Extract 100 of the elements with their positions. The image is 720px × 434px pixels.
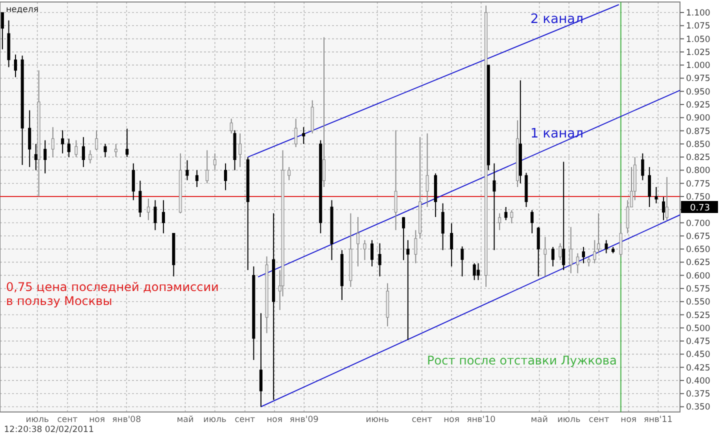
candlestick: [195, 170, 198, 188]
y-tick-label: 0.550: [686, 298, 710, 308]
x-tick-label: ноя: [444, 415, 460, 425]
candlestick: [406, 240, 410, 340]
candlestick: [67, 138, 70, 158]
candlestick: [460, 246, 464, 277]
y-tick-label: 0.475: [686, 337, 710, 348]
candlestick: [126, 128, 129, 158]
candlestick: [576, 252, 580, 274]
y-tick-label: 0.625: [686, 258, 710, 268]
candlestick: [641, 152, 644, 181]
candlestick: [441, 202, 444, 251]
candlestick: [476, 262, 480, 281]
x-tick-label: ноя: [266, 415, 282, 425]
candlestick: [619, 222, 622, 258]
y-tick-label: 1.000: [686, 61, 710, 72]
candlestick: [230, 118, 233, 134]
candlestick: [558, 242, 562, 261]
x-tick-label: янв'11: [644, 415, 673, 425]
candlestick: [510, 210, 514, 224]
candlestick: [95, 130, 98, 151]
x-tick-label: сент: [412, 415, 432, 425]
candlestick: [450, 222, 454, 267]
candlestick: [224, 162, 228, 191]
candlestick: [294, 118, 298, 148]
candlestick: [604, 240, 608, 254]
candlestick: [504, 206, 508, 221]
candlestick: [587, 256, 590, 267]
x-tick-label: май: [176, 415, 194, 425]
ref-line-label: Рост после отставки Лужкова: [427, 354, 617, 368]
candlestick: [104, 143, 107, 158]
candlestick: [132, 162, 135, 201]
candlestick: [310, 100, 314, 134]
y-tick-label: 0.600: [686, 271, 710, 282]
candlestick: [186, 160, 189, 181]
x-tick-label: янв'08: [112, 415, 142, 425]
candlestick: [363, 240, 366, 261]
candlestick: [582, 246, 585, 264]
candlestick: [322, 36, 326, 188]
candlestick: [74, 140, 78, 158]
candlestick: [530, 210, 534, 234]
candlestick: [114, 143, 118, 158]
y-tick-label: 0.425: [686, 363, 710, 374]
x-tick-label: ноя: [620, 415, 637, 425]
y-tick-label: 0.500: [686, 324, 710, 334]
candlestick: [28, 110, 32, 168]
y-tick-label: 0.975: [686, 74, 710, 84]
y-tick-label: 0.750: [686, 192, 710, 202]
y-tick-label: 1.100: [686, 8, 710, 19]
y-tick-label: 0.875: [686, 126, 710, 137]
candlestick: [356, 216, 360, 267]
candlestick: [14, 54, 18, 78]
y-tick-label: 1.050: [686, 34, 710, 45]
candlestick: [402, 216, 406, 261]
candlestick: [498, 212, 502, 231]
candlestick: [665, 176, 668, 221]
y-tick-label: 1.025: [686, 48, 710, 58]
candlestick: [51, 126, 54, 158]
candlestick: [88, 150, 92, 164]
candlestick: [648, 166, 651, 208]
x-tick-label: июль: [557, 415, 580, 425]
candlestick: [544, 236, 547, 277]
x-tick-label: сент: [234, 415, 256, 425]
candlestick: [569, 226, 572, 274]
candlestick: [426, 132, 429, 208]
candlestick: [370, 240, 374, 267]
x-tick-label: май: [530, 415, 548, 425]
candlestick: [654, 186, 658, 204]
y-tick-label: 1.075: [686, 22, 710, 32]
candlestick: [154, 200, 157, 231]
x-tick-label: янв'09: [290, 415, 319, 425]
series-label: 2 канал: [530, 12, 584, 28]
x-tick-label: июнь: [366, 415, 389, 425]
candlestick: [378, 242, 382, 277]
candlestick: [206, 150, 209, 184]
y-tick-label: 0.900: [686, 114, 710, 124]
y-tick-label: 0.400: [686, 376, 710, 386]
candlestick: [597, 212, 600, 254]
y-tick-label: 0.450: [686, 350, 710, 360]
candlestick: [472, 262, 476, 281]
candlestick: [394, 130, 398, 231]
candlestick: [593, 240, 596, 264]
y-tick-label: 0.775: [686, 179, 710, 190]
candlestick: [238, 132, 242, 168]
x-tick-label: июль: [203, 415, 226, 425]
series-label: 1 канал: [530, 126, 584, 142]
y-tick-label: 0.675: [686, 232, 710, 242]
y-tick-label: 0.700: [686, 218, 710, 229]
candlestick: [414, 230, 418, 264]
x-tick-label: янв'10: [466, 415, 496, 425]
candlestick: [302, 126, 306, 144]
candlestick: [288, 166, 291, 181]
candlestick: [213, 152, 216, 171]
candlestick: [551, 246, 554, 267]
candlestick: [0, 12, 4, 50]
y-tick-label: 0.850: [686, 140, 710, 150]
candlestick: [138, 180, 142, 218]
candlestick: [34, 143, 38, 171]
y-tick-label: 0.650: [686, 245, 710, 256]
candlestick: [82, 136, 85, 168]
